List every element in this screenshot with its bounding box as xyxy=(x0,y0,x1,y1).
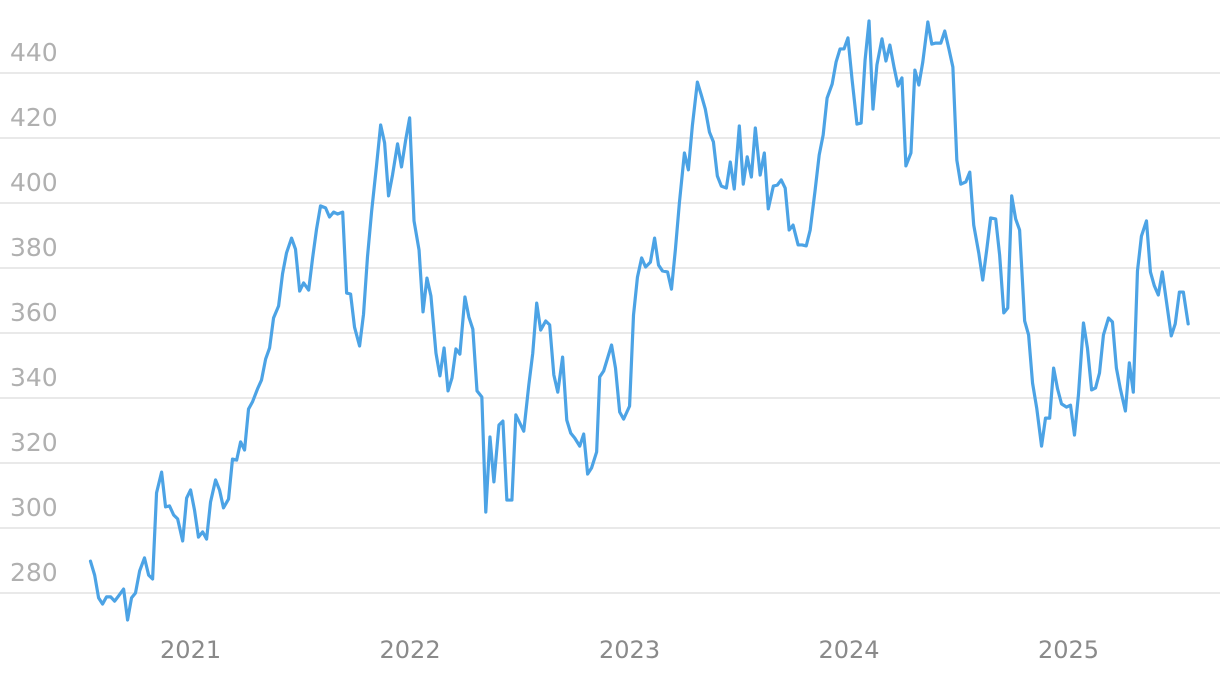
y-tick-label: 440 xyxy=(10,38,58,67)
x-tick-label: 2025 xyxy=(1038,636,1099,664)
x-tick-label: 2023 xyxy=(599,636,660,664)
x-tick-label: 2021 xyxy=(160,636,221,664)
x-tick-label: 2024 xyxy=(819,636,880,664)
y-tick-label: 400 xyxy=(10,168,58,197)
y-tick-label: 420 xyxy=(10,103,58,132)
y-tick-label: 380 xyxy=(10,233,58,262)
data-line xyxy=(88,19,1190,622)
y-tick-label: 280 xyxy=(10,558,58,587)
y-tick-label: 300 xyxy=(10,493,58,522)
y-tick-label: 340 xyxy=(10,363,58,392)
y-tick-label: 320 xyxy=(10,428,58,457)
y-tick-label: 360 xyxy=(10,298,58,327)
x-tick-label: 2022 xyxy=(380,636,441,664)
